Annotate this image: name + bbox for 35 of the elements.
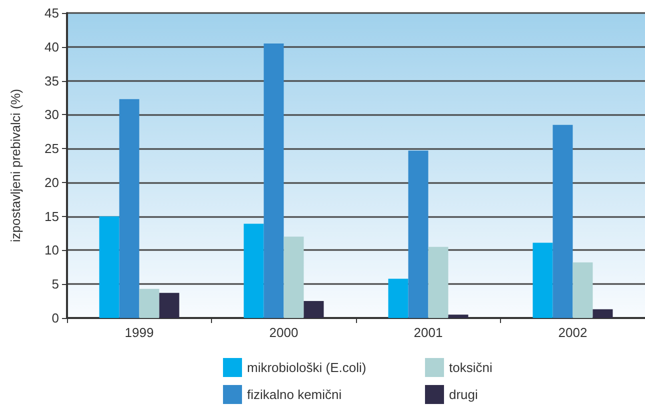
bar — [99, 216, 120, 318]
y-tick-label: 35 — [44, 73, 59, 88]
y-tick-label: 5 — [52, 276, 59, 292]
legend-label: fizikalno kemični — [247, 387, 342, 402]
x-tick-label: 2000 — [269, 325, 298, 340]
bar — [388, 278, 408, 318]
bar — [552, 124, 573, 318]
x-tick-label: 1999 — [124, 325, 154, 340]
y-tick-label: 30 — [44, 107, 59, 122]
y-tick-label: 10 — [44, 242, 59, 258]
bar — [159, 292, 180, 318]
bar — [139, 288, 160, 318]
y-tick-label: 0 — [52, 310, 59, 326]
y-tick-label: 15 — [44, 208, 59, 224]
bar — [264, 44, 284, 318]
legend-label: mikrobiološki (E.coli) — [247, 360, 366, 375]
y-axis-title: izpostavljeni prebivalci (%) — [8, 88, 23, 242]
bar — [428, 246, 448, 318]
legend-label: toksični — [449, 360, 492, 375]
bar — [592, 309, 613, 318]
bar — [448, 314, 468, 318]
bar — [244, 224, 264, 318]
x-tick-label: 2001 — [414, 325, 443, 340]
bar — [284, 236, 304, 318]
y-tick-label: 25 — [44, 141, 59, 156]
bar — [408, 150, 428, 318]
bar — [572, 262, 593, 318]
bar — [304, 301, 324, 318]
x-tick-label: 2002 — [558, 325, 588, 340]
bar — [532, 242, 553, 318]
y-tick-label: 20 — [44, 174, 59, 190]
y-tick-label: 40 — [44, 39, 59, 54]
legend-label: drugi — [449, 387, 478, 402]
y-tick-label: 45 — [44, 6, 59, 20]
bar — [119, 99, 140, 318]
